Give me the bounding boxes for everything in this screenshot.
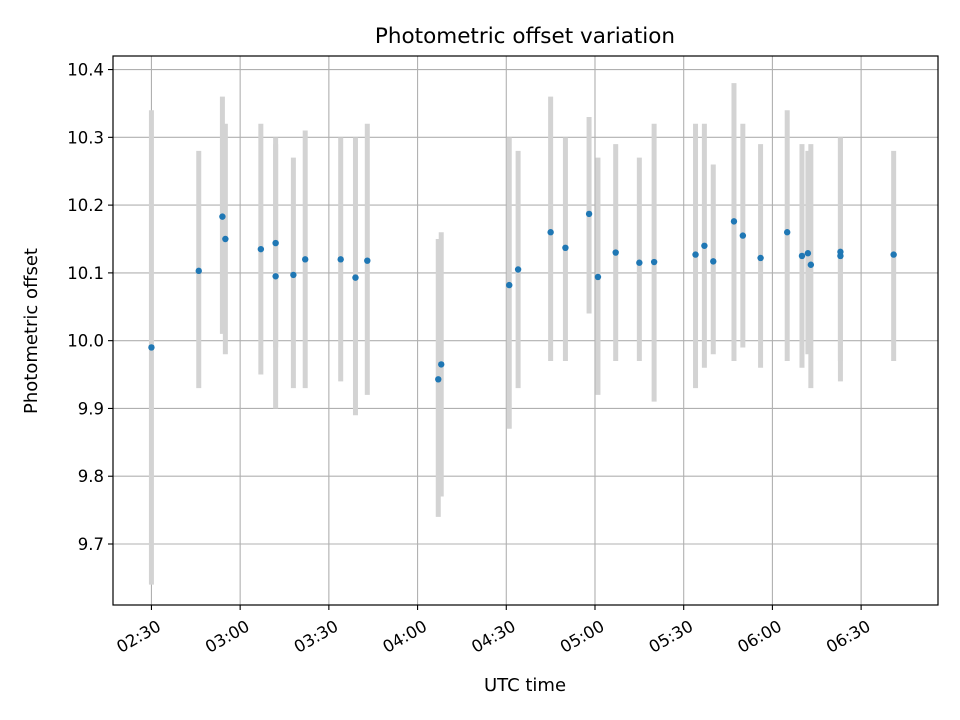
x-tick-label: 06:30: [823, 616, 874, 656]
data-point: [890, 251, 897, 258]
data-point: [272, 273, 279, 280]
y-tick-label: 9.7: [78, 535, 104, 554]
x-tick-label: 05:30: [646, 616, 697, 656]
data-point: [585, 210, 593, 218]
data-point: [506, 281, 513, 289]
data-point: [757, 254, 764, 262]
data-point: [195, 267, 202, 275]
data-point: [352, 274, 359, 281]
data-point: [435, 376, 442, 383]
x-tick-label: 02:30: [113, 616, 164, 656]
data-point: [730, 218, 738, 225]
data-point: [148, 344, 155, 351]
x-tick-label: 03:00: [202, 616, 253, 656]
data-point: [257, 245, 265, 253]
data-point: [710, 258, 717, 265]
data-point: [636, 259, 643, 266]
data-point: [290, 271, 297, 279]
y-axis-label: Photometric offset: [21, 248, 42, 414]
data-point: [701, 242, 708, 249]
data-point: [650, 258, 658, 266]
x-axis-label: UTC time: [484, 675, 566, 696]
grid: [113, 56, 938, 605]
x-tick-label: 03:30: [291, 616, 342, 656]
data-point: [807, 261, 815, 268]
plot-frame: [112, 55, 939, 606]
y-tick-label: 9.8: [78, 467, 104, 486]
x-tick-label: 05:00: [557, 616, 608, 656]
data-point: [364, 257, 371, 264]
data-point: [692, 251, 699, 258]
data-point: [798, 252, 806, 260]
x-tick-label: 06:00: [734, 616, 785, 656]
data-point: [739, 232, 747, 239]
data-point: [222, 235, 229, 243]
x-tick-label: 04:00: [379, 616, 430, 656]
y-tick-label: 10.3: [67, 128, 104, 147]
data-point: [337, 256, 344, 263]
y-tick-label: 10.0: [67, 332, 104, 351]
data-point: [514, 266, 522, 273]
data-points: [148, 210, 897, 383]
y-axis: 9.7 9.8 9.9 10.0 10.1 10.2 10.3 10.4: [67, 61, 113, 554]
error-bars: [148, 83, 897, 585]
y-tick-label: 10.1: [67, 264, 104, 283]
x-tick-label: 04:30: [468, 616, 519, 656]
data-point: [594, 273, 602, 281]
data-point: [302, 256, 309, 263]
data-point: [837, 252, 844, 260]
data-point: [547, 229, 554, 236]
y-tick-label: 9.9: [78, 399, 104, 418]
y-tick-label: 10.2: [67, 196, 104, 215]
x-axis: 02:30 03:00 03:30 04:00 04:30 05:00 05:30 06:00…: [113, 605, 874, 657]
y-tick-label: 10.4: [67, 61, 104, 80]
data-point: [219, 213, 226, 220]
data-point: [272, 239, 279, 247]
data-point: [438, 361, 445, 368]
data-point: [804, 250, 812, 257]
data-point: [783, 229, 791, 236]
data-point: [562, 244, 569, 252]
chart-title: Photometric offset variation: [375, 24, 675, 49]
data-point: [612, 249, 619, 256]
